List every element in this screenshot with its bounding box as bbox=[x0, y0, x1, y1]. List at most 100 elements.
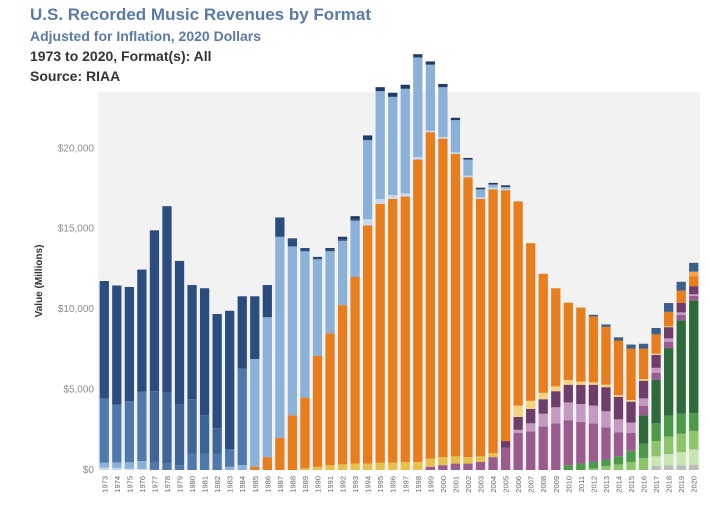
bar-segment-1980-s15[interactable] bbox=[187, 399, 197, 454]
bar-segment-1999-s13[interactable] bbox=[425, 64, 435, 131]
bar-segment-2013-s2[interactable] bbox=[601, 465, 611, 470]
bar-segment-1978-s16[interactable] bbox=[162, 206, 172, 393]
bar-segment-1998-s9[interactable] bbox=[413, 461, 423, 470]
bar-segment-1997-s12[interactable] bbox=[400, 193, 410, 197]
bar-segment-2003-s17[interactable] bbox=[475, 187, 486, 190]
bar-segment-2012-s2[interactable] bbox=[588, 468, 599, 470]
bar-segment-2016-s18[interactable] bbox=[638, 343, 649, 349]
bar-segment-2009-s8[interactable] bbox=[551, 386, 561, 392]
bar-segment-1998-s10[interactable] bbox=[413, 159, 423, 462]
bar-segment-2016-s8[interactable] bbox=[638, 379, 649, 381]
bar-segment-2015-s2[interactable] bbox=[626, 461, 636, 470]
bar-segment-1979-s15[interactable] bbox=[174, 404, 185, 466]
bar-segment-2020-s18[interactable] bbox=[689, 262, 699, 272]
bar-segment-2014-s7[interactable] bbox=[613, 396, 624, 420]
bar-segment-2001-s17[interactable] bbox=[450, 117, 461, 121]
bar-segment-2016-s4[interactable] bbox=[638, 415, 649, 444]
bar-segment-1985-s16[interactable] bbox=[250, 296, 260, 360]
bar-segment-2011-s7[interactable] bbox=[576, 384, 586, 405]
bar-segment-1996-s17[interactable] bbox=[388, 92, 398, 97]
bar-segment-1986-s13[interactable] bbox=[262, 317, 272, 458]
bar-segment-2020-s6[interactable] bbox=[689, 294, 699, 296]
bar-segment-2017-s0[interactable] bbox=[651, 465, 661, 470]
bar-segment-2014-s2[interactable] bbox=[613, 464, 624, 470]
bar-segment-2010-s3[interactable] bbox=[563, 465, 573, 470]
bar-segment-1987-s13[interactable] bbox=[275, 236, 285, 438]
bar-segment-2018-s8[interactable] bbox=[664, 326, 674, 328]
bar-segment-2002-s5[interactable] bbox=[463, 463, 473, 470]
bar-segment-1976-s13[interactable] bbox=[137, 460, 147, 470]
bar-segment-2020-s10[interactable] bbox=[689, 276, 699, 287]
bar-segment-1995-s13[interactable] bbox=[375, 91, 385, 199]
bar-segment-2008-s10[interactable] bbox=[538, 273, 548, 393]
bar-segment-2000-s9[interactable] bbox=[438, 457, 448, 466]
bar-segment-2009-s6[interactable] bbox=[551, 407, 561, 424]
bar-segment-2020-s4[interactable] bbox=[689, 300, 699, 414]
bar-segment-2018-s5[interactable] bbox=[664, 341, 674, 349]
bar-segment-1994-s9[interactable] bbox=[363, 463, 373, 470]
bar-segment-1990-s16[interactable] bbox=[312, 256, 323, 260]
bar-segment-2019-s0[interactable] bbox=[676, 465, 686, 470]
bar-segment-1990-s10[interactable] bbox=[312, 355, 323, 467]
bar-segment-1998-s13[interactable] bbox=[413, 57, 423, 158]
bar-segment-2002-s17[interactable] bbox=[463, 157, 473, 160]
bar-segment-2003-s9[interactable] bbox=[475, 456, 486, 462]
bar-segment-1996-s9[interactable] bbox=[388, 462, 398, 470]
bar-segment-1998-s12[interactable] bbox=[413, 157, 423, 160]
bar-segment-2017-s7[interactable] bbox=[651, 354, 661, 368]
bar-segment-2015-s10[interactable] bbox=[626, 348, 636, 401]
bar-segment-1989-s16[interactable] bbox=[300, 248, 310, 252]
bar-segment-2017-s4[interactable] bbox=[651, 379, 661, 424]
bar-segment-2017-s10[interactable] bbox=[651, 334, 661, 354]
bar-segment-2020-s1[interactable] bbox=[689, 449, 699, 465]
bar-segment-2011-s6[interactable] bbox=[576, 404, 586, 422]
bar-segment-2016-s10[interactable] bbox=[638, 348, 649, 380]
bar-segment-2018-s18[interactable] bbox=[664, 303, 674, 312]
bar-segment-1985-s10[interactable] bbox=[250, 466, 260, 470]
bar-segment-1985-s13[interactable] bbox=[250, 359, 260, 467]
bar-segment-1989-s13[interactable] bbox=[300, 251, 310, 398]
bar-segment-2004-s5[interactable] bbox=[488, 457, 498, 470]
bar-segment-1974-s12[interactable] bbox=[112, 468, 122, 470]
bar-segment-1980-s14[interactable] bbox=[187, 453, 197, 470]
bar-segment-2005-s13[interactable] bbox=[500, 186, 511, 189]
bar-segment-1984-s16[interactable] bbox=[237, 296, 247, 369]
bar-segment-1995-s9[interactable] bbox=[375, 462, 385, 470]
bar-segment-1982-s15[interactable] bbox=[212, 428, 222, 454]
bar-segment-1973-s14[interactable] bbox=[99, 398, 109, 463]
bar-segment-2012-s18[interactable] bbox=[588, 314, 599, 317]
bar-segment-2003-s13[interactable] bbox=[475, 189, 486, 198]
bar-segment-1981-s16[interactable] bbox=[199, 288, 210, 416]
bar-segment-2019-s1[interactable] bbox=[676, 452, 686, 466]
bar-segment-2004-s12[interactable] bbox=[488, 187, 498, 190]
bar-segment-1999-s9[interactable] bbox=[425, 458, 435, 467]
bar-segment-2000-s5[interactable] bbox=[438, 465, 448, 470]
bar-segment-2008-s5[interactable] bbox=[538, 426, 548, 470]
bar-segment-2010-s7[interactable] bbox=[563, 384, 573, 403]
bar-segment-1973-s13[interactable] bbox=[99, 462, 109, 468]
bar-segment-2004-s13[interactable] bbox=[488, 184, 498, 188]
bar-segment-1994-s16[interactable] bbox=[363, 139, 373, 141]
bar-segment-2012-s8[interactable] bbox=[588, 382, 599, 385]
bar-segment-1999-s5[interactable] bbox=[425, 466, 435, 470]
bar-segment-1996-s10[interactable] bbox=[388, 198, 398, 463]
bar-segment-2000-s12[interactable] bbox=[438, 137, 448, 139]
bar-segment-2012-s6[interactable] bbox=[588, 405, 599, 424]
bar-segment-1992-s10[interactable] bbox=[337, 305, 348, 465]
bar-segment-1994-s10[interactable] bbox=[363, 225, 373, 464]
bar-segment-2000-s13[interactable] bbox=[438, 87, 448, 138]
bar-segment-1991-s13[interactable] bbox=[325, 251, 335, 334]
bar-segment-2004-s17[interactable] bbox=[488, 182, 498, 185]
bar-segment-1991-s17[interactable] bbox=[325, 248, 335, 250]
bar-segment-1996-s12[interactable] bbox=[388, 194, 398, 199]
bar-segment-2017-s18[interactable] bbox=[651, 327, 661, 335]
bar-segment-2019-s2[interactable] bbox=[676, 433, 686, 453]
bar-segment-2019-s18[interactable] bbox=[676, 281, 686, 291]
bar-segment-2015-s3[interactable] bbox=[626, 450, 636, 462]
bar-segment-2020-s0[interactable] bbox=[689, 464, 699, 470]
bar-segment-2007-s8[interactable] bbox=[526, 400, 536, 409]
bar-segment-2006-s10[interactable] bbox=[513, 201, 523, 406]
bar-segment-1973-s16[interactable] bbox=[99, 281, 109, 399]
bar-segment-1994-s12[interactable] bbox=[363, 219, 373, 226]
bar-segment-1993-s9[interactable] bbox=[350, 463, 360, 470]
